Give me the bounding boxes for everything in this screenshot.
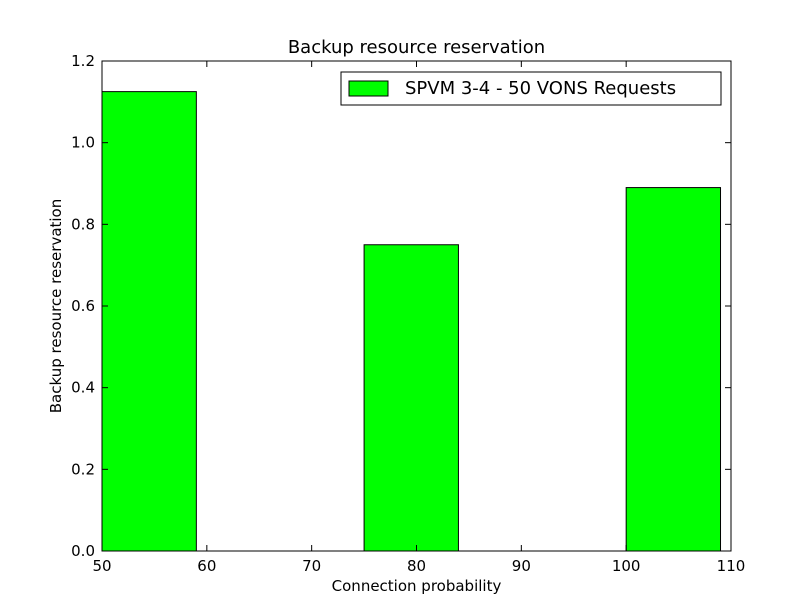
y-tick-label-3: 0.6 bbox=[71, 297, 95, 315]
y-tick-label-0: 0.0 bbox=[71, 542, 95, 560]
x-tick-label-3: 80 bbox=[407, 557, 426, 575]
legend: SPVM 3-4 - 50 VONS Requests bbox=[340, 71, 722, 106]
y-tick-label-1: 0.2 bbox=[71, 460, 95, 478]
legend-swatch bbox=[348, 80, 389, 97]
y-tick-label-5: 1.0 bbox=[71, 134, 95, 152]
bars-layer bbox=[101, 91, 722, 552]
x-tick-label-5: 100 bbox=[612, 557, 641, 575]
x-tick-label-2: 70 bbox=[302, 557, 321, 575]
x-tick-label-0: 50 bbox=[92, 557, 111, 575]
x-tick-label-4: 90 bbox=[512, 557, 531, 575]
y-tick-label-4: 0.8 bbox=[71, 215, 95, 233]
bar-0-2 bbox=[625, 187, 722, 552]
legend-label: SPVM 3-4 - 50 VONS Requests bbox=[405, 78, 676, 99]
y-axis-label: Backup resource reservation bbox=[47, 199, 65, 413]
bar-0-0 bbox=[101, 91, 197, 552]
bar-0-1 bbox=[363, 244, 459, 552]
legend-box bbox=[340, 71, 722, 106]
chart-title: Backup resource reservation bbox=[288, 37, 545, 58]
ticks-layer: 50 60 70 80 90 100 110 0.0 0.2 0.4 0.6 0.8 1.0 1.2 bbox=[71, 52, 745, 575]
x-axis-label: Connection probability bbox=[332, 577, 502, 595]
x-tick-label-6: 110 bbox=[717, 557, 746, 575]
y-tick-label-2: 0.4 bbox=[71, 379, 95, 397]
x-tick-label-1: 60 bbox=[197, 557, 216, 575]
y-tick-label-6: 1.2 bbox=[71, 52, 95, 70]
